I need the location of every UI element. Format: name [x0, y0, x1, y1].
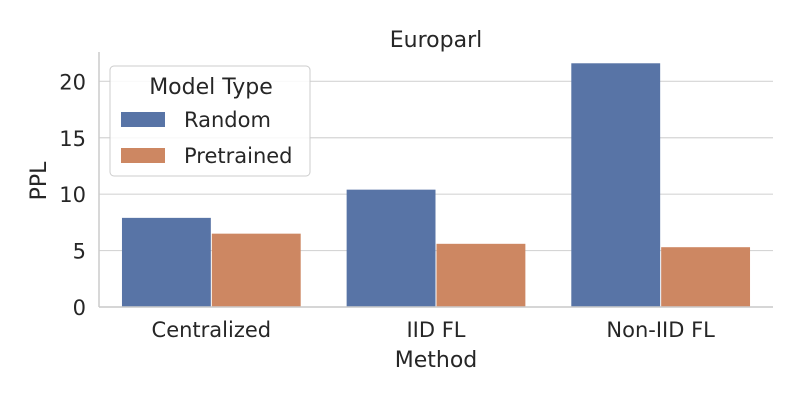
- bar-pretrained-centralized: [211, 233, 301, 307]
- y-tick-label: 15: [59, 127, 86, 151]
- legend-label-pretrained: Pretrained: [184, 144, 293, 168]
- legend-swatch-random: [121, 112, 165, 127]
- bar-pretrained-non-iid-fl: [661, 247, 751, 307]
- x-tick-label: Non-IID FL: [606, 318, 715, 342]
- legend-swatch-pretrained: [121, 148, 165, 163]
- legend: Model Type Random Pretrained: [109, 65, 311, 177]
- y-tick-labels: 0 5 10 15 20: [59, 70, 86, 320]
- legend-label-random: Random: [184, 108, 271, 132]
- axes: [98, 52, 773, 308]
- y-tick-label: 20: [59, 70, 86, 94]
- y-tick-label: 0: [73, 296, 86, 320]
- bars: [121, 63, 751, 307]
- chart-title: Europarl: [390, 28, 482, 53]
- bar-random-non-iid-fl: [571, 63, 661, 307]
- y-tick-label: 5: [73, 240, 86, 264]
- bar-random-iid-fl: [346, 189, 436, 307]
- y-axis-label: PPL: [27, 161, 52, 201]
- x-tick-label: Centralized: [152, 318, 272, 342]
- x-tick-labels: Centralized IID FL Non-IID FL: [152, 318, 716, 342]
- legend-title: Model Type: [149, 75, 273, 100]
- x-axis-label: Method: [395, 348, 478, 373]
- y-tick-label: 10: [59, 183, 86, 207]
- bar-random-centralized: [121, 217, 211, 307]
- x-tick-label: IID FL: [406, 318, 465, 342]
- bar-pretrained-iid-fl: [436, 243, 526, 307]
